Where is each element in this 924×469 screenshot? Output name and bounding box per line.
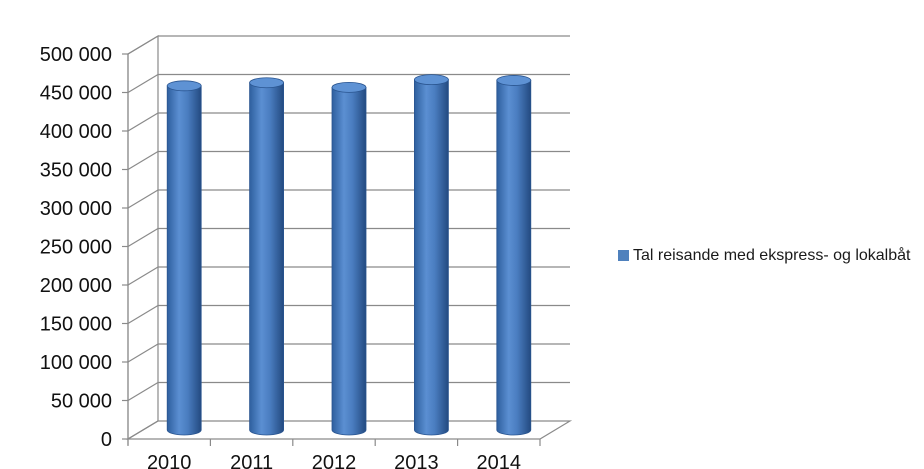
axes: [122, 53, 541, 446]
y-tick-label: 50 000: [51, 391, 112, 413]
x-tick-labels: 2010 2011 2012 2013 2014: [147, 452, 521, 469]
gridline-side: [127, 381, 159, 402]
y-tick-label: 450 000: [40, 83, 112, 105]
gridline-side: [127, 35, 159, 55]
gridline-side: [127, 420, 159, 440]
bar-top: [496, 75, 532, 86]
y-tick-label: 150 000: [40, 314, 112, 336]
y-tick-label: 350 000: [40, 160, 112, 182]
legend: Tal reisande med ekspress- og lokalbåt: [618, 246, 918, 265]
bars: [166, 74, 532, 436]
bar: [331, 81, 367, 436]
bar: [496, 75, 532, 436]
x-tick-label: 2011: [230, 452, 273, 469]
legend-label: Tal reisande med ekspress- og lokalbåt: [633, 247, 911, 264]
gridline-side: [127, 304, 159, 325]
gridline-side: [127, 227, 159, 248]
x-tick-label: 2014: [477, 452, 522, 469]
legend-swatch: [618, 250, 629, 261]
bar: [166, 80, 202, 436]
gridline-side: [127, 266, 159, 286]
y-tick-label: 500 000: [40, 44, 112, 66]
bar-body: [331, 86, 367, 436]
gridline-side: [127, 189, 159, 209]
bar-body: [414, 79, 449, 436]
y-tick-label: 0: [101, 429, 112, 451]
gridline-side: [127, 112, 159, 132]
x-tick-label: 2013: [394, 452, 439, 469]
y-tick-label: 100 000: [40, 352, 112, 374]
gridline-side: [127, 343, 159, 363]
y-tick-labels: 0 50 000 100 000 150 000 200 000 250 000 300 0…: [40, 44, 112, 451]
y-tick-label: 300 000: [40, 198, 112, 220]
bar: [413, 74, 449, 436]
bar-body: [496, 80, 532, 436]
x-tick-label: 2012: [312, 452, 357, 469]
y-tick-label: 400 000: [40, 121, 112, 143]
x-tick-label: 2010: [147, 452, 192, 469]
bar: [249, 77, 285, 436]
y-tick-label: 200 000: [40, 275, 112, 297]
gridline-side: [127, 73, 159, 94]
bar-body: [249, 82, 284, 436]
bar-top: [413, 74, 449, 86]
bar-body: [166, 85, 202, 436]
bar-top: [331, 81, 367, 93]
gridline-side: [127, 150, 159, 171]
bar-top: [249, 77, 285, 89]
bar-top: [166, 80, 202, 92]
y-tick-label: 250 000: [40, 237, 112, 259]
